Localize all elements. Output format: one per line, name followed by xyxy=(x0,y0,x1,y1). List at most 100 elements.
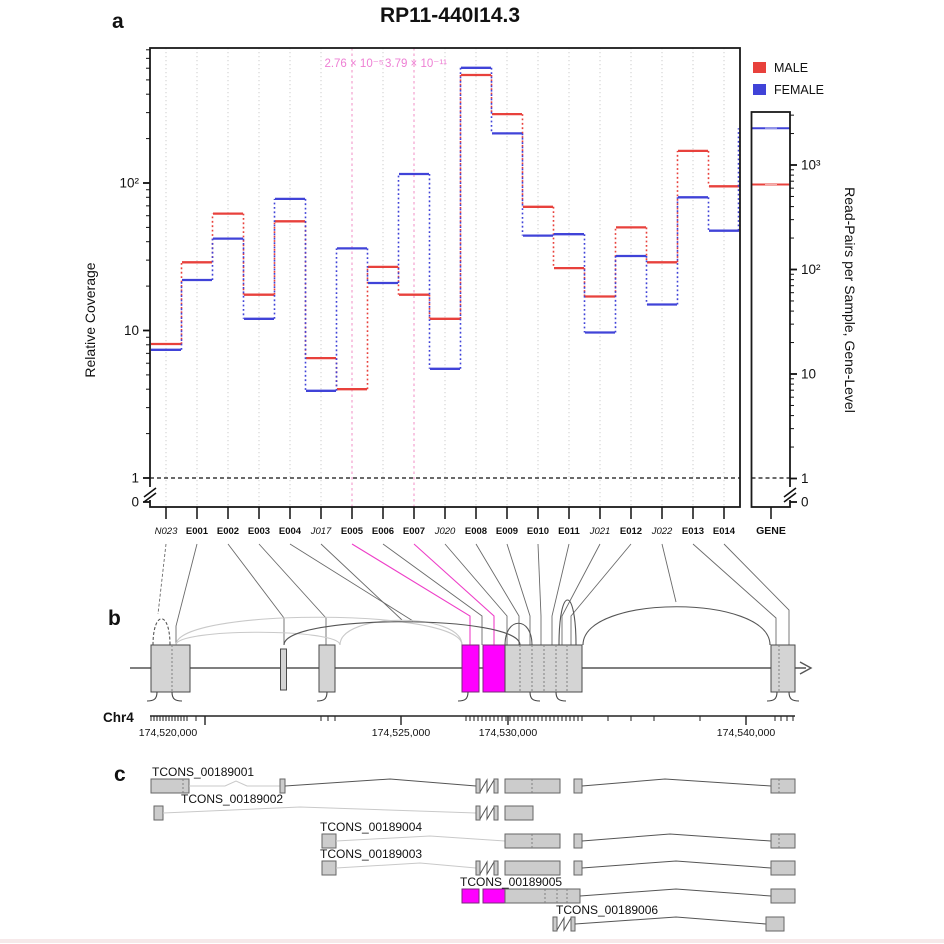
axis-break-slash xyxy=(783,492,797,503)
x-category-label: E011 xyxy=(558,526,580,537)
female-step-line xyxy=(151,66,739,392)
fan-line-E007-highlight xyxy=(413,543,495,645)
axis-break-slash xyxy=(143,492,157,503)
transcript-exon-highlighted xyxy=(482,888,506,904)
transcript-exon xyxy=(493,860,499,876)
splice-arc xyxy=(339,619,463,646)
transcript-exon xyxy=(573,833,583,849)
transcript-exon xyxy=(475,860,481,876)
transcript-id-label: TCONS_00189004 xyxy=(320,820,422,834)
male-step-line xyxy=(151,73,739,391)
y-axis-label-right: Read-Pairs per Sample, Gene-Level xyxy=(842,187,858,413)
transcript-exon xyxy=(504,778,561,794)
splice-arcs xyxy=(152,599,771,646)
fan-line-E011 xyxy=(551,543,570,645)
transcript-exon-highlighted xyxy=(461,888,480,904)
transcript-row: TCONS_00189002 xyxy=(153,792,534,821)
gridlines xyxy=(165,48,725,507)
transcript-id-label: TCONS_00189005 xyxy=(460,875,562,889)
bottom-strip xyxy=(0,939,944,943)
left-axis-tick-label: 10 xyxy=(124,323,139,338)
end-mark xyxy=(457,691,469,702)
transcript-exon xyxy=(770,888,796,904)
gene-panel-frame xyxy=(750,111,791,508)
intron-line xyxy=(162,806,477,814)
transcript-exon xyxy=(573,778,583,794)
x-category-label: E008 xyxy=(465,526,487,537)
fan-line-J021 xyxy=(561,543,601,645)
intron-line xyxy=(581,860,772,869)
chromosome-ruler: Chr4 174,520,000 174,525,000 174,530,000… xyxy=(103,710,795,739)
panel-b-label: b xyxy=(108,607,121,630)
end-mark xyxy=(316,691,328,702)
male-connector-dotted xyxy=(180,75,740,390)
transcript-exon xyxy=(504,888,581,904)
transcript-id-label: TCONS_00189002 xyxy=(181,792,283,806)
right-axis-tick-label: 1 xyxy=(801,471,809,486)
coordinate-label: 174,530,000 xyxy=(479,727,538,739)
right-axis-tick-label: 0 xyxy=(801,495,809,510)
end-mark xyxy=(555,691,567,702)
end-mark xyxy=(788,691,800,702)
legend-male-label: MALE xyxy=(774,61,808,75)
transcript-row: TCONS_00189006 xyxy=(552,903,785,932)
splice-arc xyxy=(582,606,771,646)
x-axis: N023 E001 E002 E003 E004 J017 E005 E006 E007 J020… xyxy=(155,507,786,537)
x-category-label: N023 xyxy=(155,526,178,537)
x-category-label: E004 xyxy=(279,526,302,537)
pvalue-annotation: 2.76 × 10⁻⁵ xyxy=(324,58,383,70)
fan-line-E013 xyxy=(692,543,777,645)
end-mark xyxy=(529,691,541,702)
exon-box-E005-highlighted xyxy=(461,644,480,693)
left-axis-tick-label: 0 xyxy=(131,495,139,510)
splice-arc xyxy=(504,622,533,646)
x-category-label: E001 xyxy=(186,526,209,537)
transcript-exon xyxy=(493,805,499,821)
right-axis-tick-label: 10³ xyxy=(801,158,821,173)
exon-box-3 xyxy=(318,644,336,693)
splice-arc xyxy=(175,616,463,646)
transcript-row: TCONS_00189003 xyxy=(320,847,796,876)
intron-line xyxy=(579,888,772,897)
female-connector-dotted xyxy=(180,67,740,391)
splice-arc xyxy=(175,631,341,646)
compressed-intron-zigzag xyxy=(556,916,572,932)
end-mark xyxy=(146,691,158,702)
right-axis-tick-label: 10 xyxy=(801,367,816,382)
x-category-label: E014 xyxy=(713,526,736,537)
left-axis-tick-label: 10² xyxy=(119,176,139,191)
exon-box-1 xyxy=(150,644,191,693)
x-category-label: E012 xyxy=(620,526,642,537)
fan-line-E003 xyxy=(258,543,327,645)
exon-box-E007-highlighted xyxy=(482,644,506,693)
exon-box-cluster xyxy=(504,644,583,693)
x-category-label: E002 xyxy=(217,526,239,537)
panel-c-transcripts: c TCONS_00189001 TCONS_00189002 xyxy=(114,763,796,932)
x-category-label: E013 xyxy=(682,526,704,537)
x-category-label: E009 xyxy=(496,526,518,537)
intron-line xyxy=(284,778,477,787)
fan-line-E002 xyxy=(227,543,285,645)
fan-line-J017 xyxy=(320,543,403,621)
fan-line-E004 xyxy=(289,543,414,622)
coordinate-label: 174,520,000 xyxy=(139,727,198,739)
x-category-label: J020 xyxy=(434,526,456,537)
transcript-exon xyxy=(475,778,481,794)
intron-line xyxy=(335,835,506,842)
exon-box-2 xyxy=(280,648,287,691)
intron-line xyxy=(574,916,767,925)
transcript-exon xyxy=(570,916,576,932)
intron-line xyxy=(189,780,281,787)
fan-line-J022 xyxy=(661,543,677,603)
left-axis-tick-label: 1 xyxy=(131,471,139,486)
transcript-exon xyxy=(770,778,796,794)
compressed-intron-zigzag xyxy=(479,805,495,821)
transcript-id-label: TCONS_00189003 xyxy=(320,847,422,861)
transcript-exon xyxy=(493,778,499,794)
x-category-label: J022 xyxy=(651,526,673,537)
transcript-exon xyxy=(321,860,337,876)
transcript-exon xyxy=(504,860,561,876)
